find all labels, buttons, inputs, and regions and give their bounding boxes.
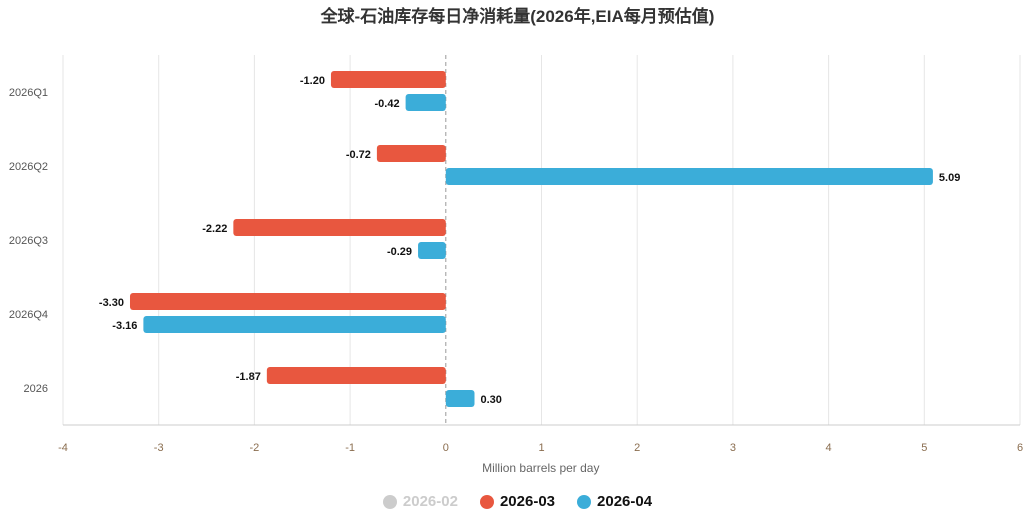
data-label: -1.20 [300,75,325,87]
bar-2026-04 [418,242,446,259]
category-label: 2026Q3 [9,235,48,247]
bar-2026-03 [330,71,446,88]
data-label: -0.29 [387,246,412,258]
x-tick-label: 0 [443,442,449,454]
x-tick-label: 2 [634,442,640,454]
category-label: 2026Q1 [9,87,48,99]
x-tick-label: -1 [345,442,355,454]
legend-marker [479,494,494,509]
bar-2026-03 [233,219,446,236]
legend-label: 2026-04 [597,493,653,510]
data-label: -3.30 [99,297,124,309]
chart-title: 全球-石油库存每日净消耗量(2026年,EIA每月预估值) [320,7,715,26]
x-axis-title: Million barrels per day [482,461,599,475]
legend-marker [577,494,592,509]
legend-label: 2026-02 [402,493,458,510]
x-tick-label: -3 [154,442,164,454]
legend-item[interactable]: 2026-04 [577,493,652,510]
legend-item[interactable]: 2026-02 [382,493,458,510]
x-tick-label: 6 [1017,442,1023,454]
data-label: -1.87 [236,371,261,383]
x-tick-label: -4 [58,442,68,454]
x-tick-label: 4 [826,442,832,454]
legend-marker [382,494,397,509]
x-tick-label: -2 [250,442,260,454]
category-label: 2026Q4 [9,309,48,321]
legend-item[interactable]: 2026-03 [479,493,556,510]
category-label: 2026Q2 [9,161,48,173]
bar-2026-03 [376,145,446,162]
bar-2026-03 [266,367,446,384]
legend: 2026-02 2026-03 2026-04 [0,493,1035,510]
x-tick-label: 5 [921,442,927,454]
data-label: -2.22 [202,223,227,235]
x-tick-label: 1 [538,442,544,454]
bar-2026-03 [129,293,446,310]
bar-2026-04 [143,316,446,333]
bar-2026-04 [445,168,933,185]
data-label: 0.30 [481,394,502,406]
legend-label: 2026-03 [499,493,556,510]
data-label: 5.09 [939,172,960,184]
data-label: -0.72 [346,149,371,161]
data-label: -3.16 [112,320,137,332]
data-label: -0.42 [375,98,400,110]
x-tick-label: 3 [730,442,736,454]
category-label: 2026 [24,383,48,395]
bar-2026-04 [445,390,475,407]
bar-2026-04 [405,94,446,111]
